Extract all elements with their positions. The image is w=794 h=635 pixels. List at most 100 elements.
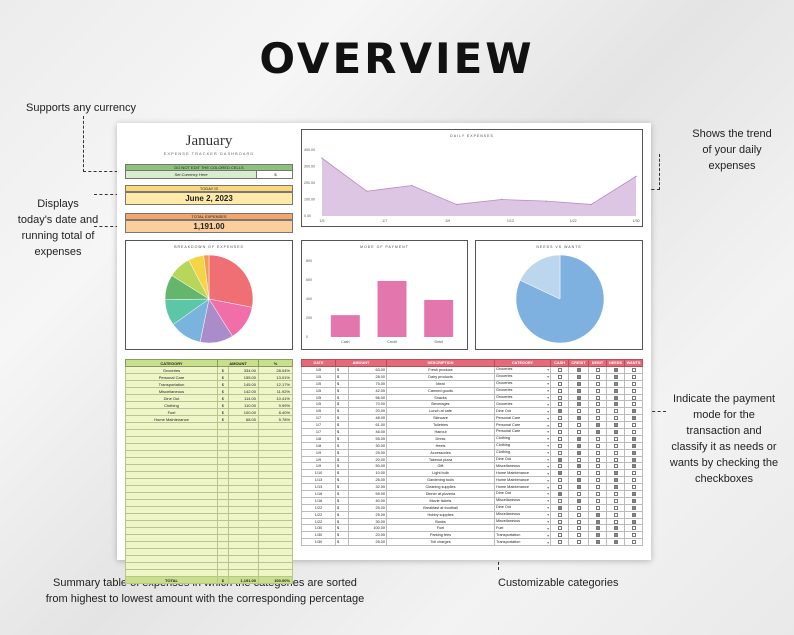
cash-checkbox[interactable] bbox=[557, 450, 562, 455]
summary-empty-cell[interactable] bbox=[258, 506, 293, 514]
cash-checkbox[interactable] bbox=[557, 423, 562, 428]
wants-checkbox[interactable] bbox=[631, 395, 636, 400]
wants-checkbox[interactable] bbox=[631, 471, 636, 476]
expense-description[interactable]: Heels bbox=[386, 441, 495, 450]
credit-checkbox[interactable] bbox=[576, 485, 581, 490]
summary-empty-cell[interactable] bbox=[125, 499, 218, 507]
credit-checkbox[interactable] bbox=[576, 388, 581, 393]
summary-empty-cell[interactable] bbox=[217, 555, 229, 563]
summary-empty-cell[interactable] bbox=[217, 562, 229, 570]
expense-date[interactable]: 1/5 bbox=[301, 400, 336, 409]
credit-checkbox[interactable] bbox=[576, 457, 581, 462]
debit-checkbox[interactable] bbox=[595, 409, 600, 414]
expense-category-select[interactable]: Personal Care bbox=[496, 415, 521, 420]
expense-category-select[interactable]: Home Maintenance bbox=[496, 470, 529, 475]
expense-amount[interactable]: 70.00 bbox=[348, 400, 387, 409]
expense-amount[interactable]: 30.00 bbox=[348, 441, 387, 450]
expense-amount[interactable]: 75.00 bbox=[348, 379, 387, 388]
wants-checkbox[interactable] bbox=[631, 416, 636, 421]
expense-description[interactable]: Fresh produce bbox=[386, 366, 495, 374]
expense-date[interactable]: 1/13 bbox=[301, 476, 336, 485]
expense-description[interactable]: Toll charges bbox=[386, 538, 495, 547]
cash-checkbox[interactable] bbox=[557, 526, 562, 531]
needs-checkbox[interactable] bbox=[613, 478, 618, 483]
expense-category-select[interactable]: Home Maintenance bbox=[496, 484, 529, 489]
summary-empty-cell[interactable] bbox=[227, 499, 260, 507]
chevron-down-icon[interactable]: ▾ bbox=[547, 375, 549, 380]
debit-checkbox[interactable] bbox=[595, 416, 600, 421]
summary-empty-cell[interactable] bbox=[258, 541, 293, 549]
summary-empty-cell[interactable] bbox=[227, 422, 260, 430]
summary-empty-cell[interactable] bbox=[125, 457, 218, 465]
expense-description[interactable]: Dinner at pizzeria bbox=[386, 490, 495, 498]
wants-checkbox[interactable] bbox=[631, 374, 636, 379]
summary-empty-cell[interactable] bbox=[227, 478, 260, 486]
expense-description[interactable]: Dress bbox=[386, 434, 495, 443]
expense-date[interactable]: 1/30 bbox=[301, 538, 336, 547]
expense-category-select[interactable]: Groceries bbox=[496, 395, 513, 399]
cash-checkbox[interactable] bbox=[557, 367, 562, 372]
expense-date[interactable]: 1/30 bbox=[301, 531, 336, 540]
debit-checkbox[interactable] bbox=[595, 505, 600, 510]
summary-empty-cell[interactable] bbox=[125, 478, 218, 486]
summary-empty-cell[interactable] bbox=[125, 443, 218, 451]
summary-empty-cell[interactable] bbox=[217, 499, 229, 507]
summary-empty-cell[interactable] bbox=[125, 569, 218, 577]
expense-description[interactable]: Haircut bbox=[386, 428, 495, 436]
summary-empty-cell[interactable] bbox=[227, 534, 260, 542]
chevron-down-icon[interactable]: ▾ bbox=[547, 437, 549, 442]
summary-empty-cell[interactable] bbox=[125, 562, 218, 570]
summary-empty-cell[interactable] bbox=[125, 471, 218, 479]
expense-category-select[interactable]: Groceries bbox=[496, 381, 513, 386]
credit-checkbox[interactable] bbox=[576, 471, 581, 476]
needs-checkbox[interactable] bbox=[613, 436, 618, 441]
needs-checkbox[interactable] bbox=[613, 485, 618, 490]
cash-checkbox[interactable] bbox=[557, 374, 562, 379]
cash-checkbox[interactable] bbox=[557, 498, 562, 503]
needs-checkbox[interactable] bbox=[613, 491, 618, 496]
cash-checkbox[interactable] bbox=[557, 436, 562, 441]
cash-checkbox[interactable] bbox=[557, 395, 562, 400]
expense-amount[interactable]: 25.00 bbox=[348, 503, 387, 512]
expense-description[interactable]: Cleaning supplies bbox=[386, 483, 495, 492]
summary-empty-cell[interactable] bbox=[125, 555, 218, 563]
credit-checkbox[interactable] bbox=[576, 519, 581, 524]
expense-category-select[interactable]: Dine Out bbox=[496, 505, 511, 510]
needs-checkbox[interactable] bbox=[613, 471, 618, 476]
summary-empty-cell[interactable] bbox=[217, 492, 229, 500]
expense-amount[interactable]: 20.00 bbox=[348, 455, 387, 464]
expense-amount[interactable]: 50.00 bbox=[348, 462, 387, 471]
chevron-down-icon[interactable]: ▾ bbox=[547, 471, 549, 476]
expense-category-select[interactable]: Fuel bbox=[496, 525, 504, 530]
expense-description[interactable]: Skincare bbox=[386, 414, 495, 423]
summary-empty-cell[interactable] bbox=[258, 499, 293, 507]
needs-checkbox[interactable] bbox=[613, 540, 618, 545]
expense-amount[interactable]: 61.00 bbox=[348, 421, 387, 430]
summary-empty-cell[interactable] bbox=[258, 520, 293, 528]
cash-checkbox[interactable] bbox=[557, 416, 562, 421]
wants-checkbox[interactable] bbox=[631, 498, 636, 503]
needs-checkbox[interactable] bbox=[613, 367, 618, 372]
cash-checkbox[interactable] bbox=[557, 381, 562, 386]
expense-description[interactable]: Takeout pizza bbox=[386, 455, 495, 464]
summary-empty-cell[interactable] bbox=[217, 520, 229, 528]
expense-amount[interactable]: 56.00 bbox=[348, 393, 387, 402]
expense-category-select[interactable]: Personal Care bbox=[496, 429, 521, 434]
wants-checkbox[interactable] bbox=[631, 519, 636, 524]
expense-amount[interactable]: 20.00 bbox=[348, 407, 387, 416]
cash-checkbox[interactable] bbox=[557, 485, 562, 490]
wants-checkbox[interactable] bbox=[631, 409, 636, 414]
summary-empty-cell[interactable] bbox=[217, 436, 229, 444]
debit-checkbox[interactable] bbox=[595, 450, 600, 455]
expense-category-select[interactable]: Transportation bbox=[496, 532, 521, 537]
expense-category-select[interactable]: Clothing bbox=[496, 443, 510, 448]
expense-category-select[interactable]: Clothing bbox=[496, 436, 510, 441]
needs-checkbox[interactable] bbox=[613, 533, 618, 538]
debit-checkbox[interactable] bbox=[595, 498, 600, 503]
chevron-down-icon[interactable]: ▾ bbox=[547, 409, 549, 414]
summary-empty-cell[interactable] bbox=[125, 534, 218, 542]
wants-checkbox[interactable] bbox=[631, 512, 636, 517]
summary-empty-cell[interactable] bbox=[227, 541, 260, 549]
chevron-down-icon[interactable]: ▾ bbox=[547, 416, 549, 421]
expense-category-select[interactable]: Clothing bbox=[496, 450, 510, 455]
